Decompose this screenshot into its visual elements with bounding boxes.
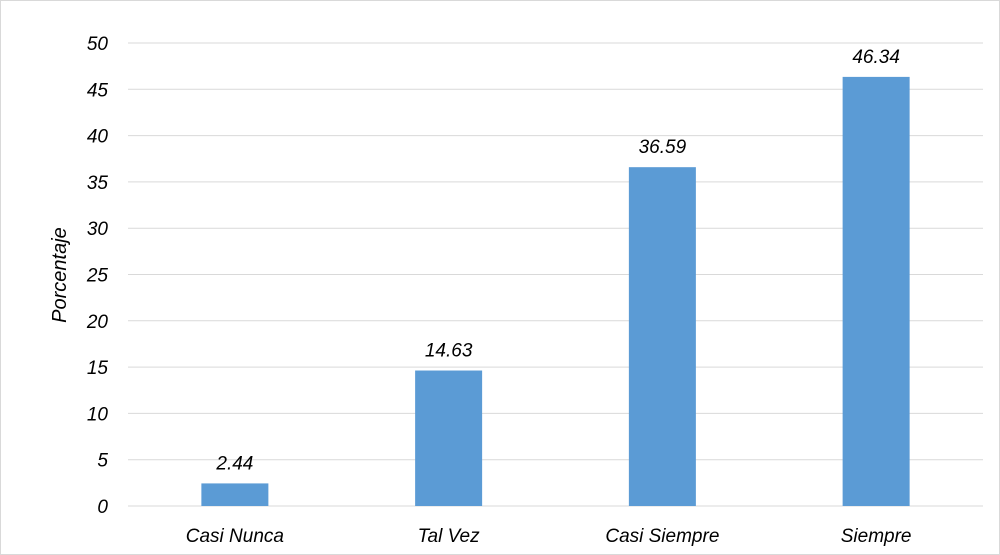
bar bbox=[628, 167, 696, 506]
y-tick-label: 30 bbox=[87, 219, 109, 240]
y-tick-label: 25 bbox=[86, 266, 109, 287]
bars bbox=[201, 76, 910, 506]
bar bbox=[842, 76, 910, 506]
x-tick-label: Casi Siempre bbox=[605, 526, 719, 547]
gridlines bbox=[128, 42, 983, 461]
data-label: 46.34 bbox=[852, 47, 900, 68]
y-tick-label: 35 bbox=[87, 173, 109, 194]
y-tick-label: 5 bbox=[97, 451, 108, 472]
bar bbox=[201, 483, 269, 506]
data-label: 14.63 bbox=[425, 341, 473, 362]
y-tick-label: 15 bbox=[87, 358, 109, 379]
y-tick-label: 50 bbox=[87, 34, 109, 55]
data-label: 2.44 bbox=[215, 453, 253, 474]
x-axis-ticks: Casi Nunca Tal Vez Casi Siempre Siempre bbox=[186, 526, 912, 547]
y-axis-title: Porcentaje bbox=[49, 227, 71, 323]
bar bbox=[415, 370, 483, 506]
y-tick-label: 10 bbox=[87, 404, 109, 425]
y-axis-ticks: 0 5 10 15 20 25 30 35 40 45 50 bbox=[86, 34, 109, 518]
x-tick-label: Siempre bbox=[841, 526, 912, 547]
data-label: 36.59 bbox=[639, 137, 687, 158]
y-tick-label: 45 bbox=[87, 80, 109, 101]
x-tick-label: Tal Vez bbox=[418, 526, 480, 547]
y-tick-label: 20 bbox=[86, 312, 109, 333]
x-tick-label: Casi Nunca bbox=[186, 526, 284, 547]
data-labels: 2.44 14.63 36.59 46.34 bbox=[215, 47, 900, 475]
y-tick-label: 0 bbox=[97, 497, 108, 518]
y-tick-label: 40 bbox=[87, 127, 109, 148]
